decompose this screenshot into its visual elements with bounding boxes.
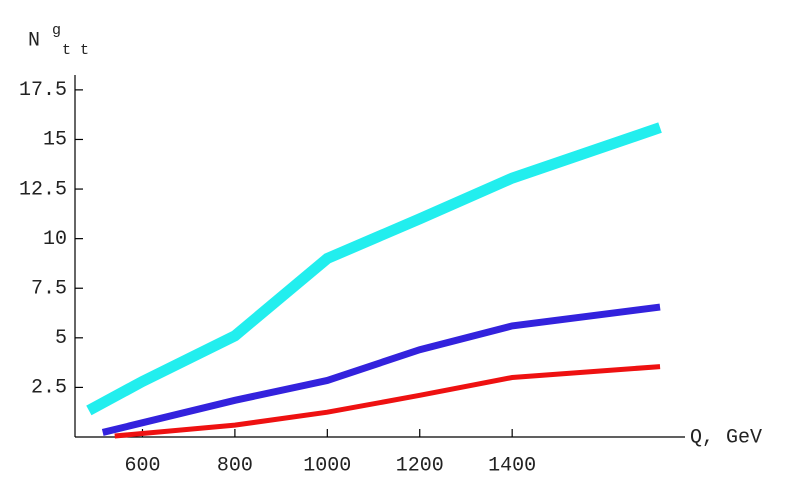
- y-tick-label: 15: [43, 129, 67, 152]
- series-line: [114, 364, 661, 439]
- y-tick-label: 5: [55, 327, 67, 350]
- y-tick-label: 7.5: [31, 278, 67, 301]
- x-tick-label: 1400: [488, 454, 536, 477]
- y-tick-label: 12.5: [19, 178, 67, 201]
- x-tick-label: 800: [217, 454, 253, 477]
- y-tick-label: 10: [43, 228, 67, 251]
- y-tick-label: 2.5: [31, 377, 67, 400]
- x-tick-label: 600: [124, 454, 160, 477]
- y-axis-label-sup: g: [52, 22, 61, 39]
- y-axis-label-sub: t t: [62, 42, 89, 59]
- x-axis-label: Q, GeV: [690, 426, 762, 449]
- y-axis-label: N: [28, 29, 40, 52]
- x-tick-label: 1200: [396, 454, 444, 477]
- y-tick-label: 17.5: [19, 79, 67, 102]
- series-line: [86, 122, 662, 416]
- series-line: [101, 303, 661, 436]
- x-tick-label: 1000: [303, 454, 351, 477]
